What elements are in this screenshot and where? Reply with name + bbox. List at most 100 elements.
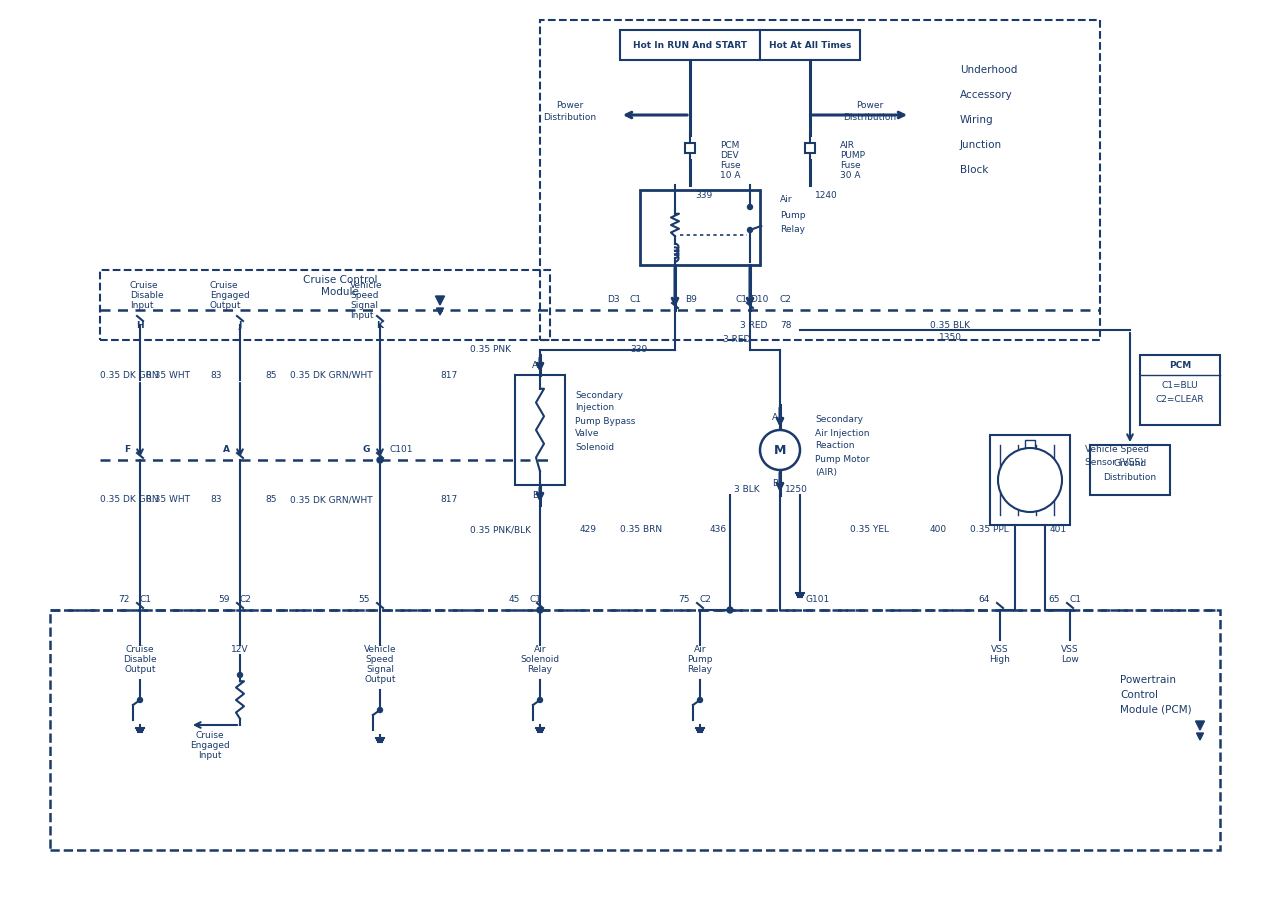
Text: Fuse: Fuse	[720, 160, 740, 169]
Circle shape	[537, 607, 543, 613]
Text: Wiring: Wiring	[960, 115, 993, 125]
Text: 30 A: 30 A	[840, 170, 860, 179]
Bar	[619, 30, 759, 60]
Text: 0.35 PNK: 0.35 PNK	[469, 346, 511, 355]
Text: PCM: PCM	[1169, 361, 1191, 370]
Text: Solenoid: Solenoid	[575, 443, 614, 452]
Bar	[640, 190, 759, 265]
Bar	[100, 270, 550, 340]
Bar	[1025, 440, 1035, 455]
Text: C101: C101	[391, 446, 413, 454]
Text: Cruise Control: Cruise Control	[303, 275, 378, 285]
Text: Reaction: Reaction	[815, 442, 855, 451]
Bar	[686, 142, 695, 152]
Text: A: A	[223, 446, 230, 454]
Text: B9: B9	[686, 295, 697, 304]
Text: Engaged: Engaged	[190, 741, 230, 750]
Text: Output: Output	[364, 676, 396, 685]
Text: Air: Air	[534, 645, 546, 654]
Text: Air: Air	[780, 195, 792, 204]
Text: Input: Input	[350, 310, 374, 320]
Text: J: J	[238, 320, 242, 329]
Text: Powertrain: Powertrain	[1121, 675, 1177, 685]
Text: Ground: Ground	[1113, 458, 1146, 467]
Bar	[805, 142, 815, 152]
Text: C1: C1	[140, 596, 151, 605]
Text: B: B	[772, 479, 778, 488]
Text: Module (PCM): Module (PCM)	[1121, 705, 1192, 715]
Text: 0.35 DK GRN/WHT: 0.35 DK GRN/WHT	[290, 496, 373, 505]
Text: 72: 72	[118, 596, 130, 605]
Text: 401: 401	[1049, 526, 1067, 535]
Bar	[515, 375, 565, 485]
Text: AIR: AIR	[840, 140, 855, 149]
Bar	[50, 610, 1220, 850]
Text: H: H	[136, 320, 144, 329]
Text: A: A	[772, 412, 778, 421]
Text: C2: C2	[700, 596, 712, 605]
Text: Cruise: Cruise	[130, 281, 159, 290]
Text: 339: 339	[695, 191, 712, 200]
Text: C1: C1	[630, 295, 642, 304]
Circle shape	[137, 698, 142, 703]
Text: 10 A: 10 A	[720, 170, 740, 179]
Text: 0.35 PPL: 0.35 PPL	[971, 526, 1009, 535]
Text: DEV: DEV	[720, 150, 739, 159]
Text: 55: 55	[359, 596, 370, 605]
Text: Block: Block	[960, 165, 988, 175]
Text: Vehicle: Vehicle	[350, 281, 383, 290]
Text: 12V: 12V	[232, 645, 249, 654]
Text: K: K	[377, 320, 383, 329]
Text: Output: Output	[210, 301, 242, 310]
Text: 45: 45	[509, 596, 520, 605]
Polygon shape	[436, 308, 444, 315]
Text: 64: 64	[978, 596, 990, 605]
Text: Vehicle: Vehicle	[364, 645, 397, 654]
Text: Power: Power	[556, 101, 584, 110]
Text: Output: Output	[125, 665, 155, 674]
Text: Disable: Disable	[130, 291, 164, 300]
Text: 75: 75	[678, 596, 689, 605]
Text: 0.35 BRN: 0.35 BRN	[619, 526, 663, 535]
Text: Pump Bypass: Pump Bypass	[575, 417, 636, 426]
Text: Air: Air	[693, 645, 706, 654]
Text: 59: 59	[219, 596, 230, 605]
Text: 0.35 DK GRN/WHT: 0.35 DK GRN/WHT	[290, 371, 373, 380]
Text: Valve: Valve	[575, 429, 599, 438]
Polygon shape	[1196, 721, 1205, 730]
Text: Underhood: Underhood	[960, 65, 1018, 75]
Text: Relay: Relay	[687, 665, 712, 674]
Text: Disable: Disable	[123, 655, 156, 664]
Circle shape	[697, 698, 702, 703]
Text: C2=CLEAR: C2=CLEAR	[1156, 395, 1205, 404]
Circle shape	[378, 707, 383, 713]
Text: A: A	[532, 361, 538, 370]
Text: Air Injection: Air Injection	[815, 428, 870, 437]
Text: Speed: Speed	[350, 291, 379, 300]
Text: 0.35 DK GRN: 0.35 DK GRN	[100, 371, 159, 380]
Text: Secondary: Secondary	[815, 416, 862, 425]
Text: Relay: Relay	[528, 665, 552, 674]
Text: M: M	[773, 444, 786, 456]
Circle shape	[377, 457, 383, 463]
Text: Hot At All Times: Hot At All Times	[768, 40, 851, 50]
Circle shape	[748, 228, 753, 232]
Text: 817: 817	[440, 371, 457, 380]
Text: 436: 436	[710, 526, 728, 535]
Text: Distribution: Distribution	[543, 112, 597, 122]
Text: C2: C2	[780, 295, 792, 304]
Text: 85: 85	[265, 371, 276, 380]
Text: Sensor (VSS): Sensor (VSS)	[1085, 458, 1144, 467]
Text: Vehicle Speed: Vehicle Speed	[1085, 446, 1149, 454]
Text: 1240: 1240	[815, 191, 838, 200]
Text: F: F	[123, 446, 130, 454]
Text: Cruise: Cruise	[210, 281, 239, 290]
Text: 83: 83	[210, 371, 221, 380]
Text: B: B	[532, 491, 538, 500]
Text: 339: 339	[630, 346, 647, 355]
Bar	[1090, 445, 1170, 495]
Text: VSS: VSS	[1061, 645, 1079, 654]
Text: 65: 65	[1048, 596, 1060, 605]
Circle shape	[759, 430, 800, 470]
Text: 78: 78	[780, 320, 791, 329]
